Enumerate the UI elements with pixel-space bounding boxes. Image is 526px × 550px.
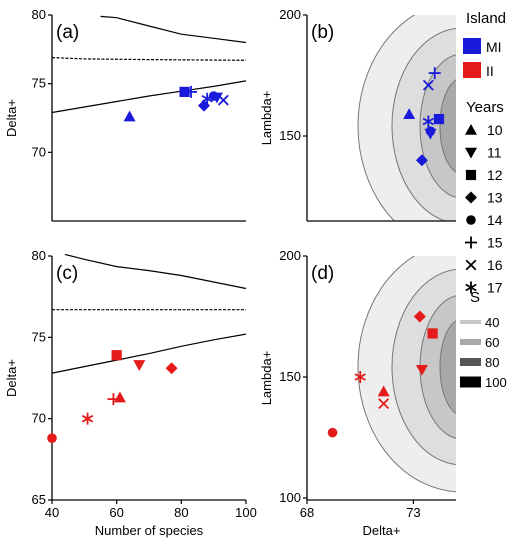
data-point-year-11 — [424, 128, 437, 140]
x-tick-label: 80 — [174, 505, 188, 520]
y-axis-label: Delta+ — [4, 99, 19, 137]
data-point-year-12 — [179, 86, 190, 98]
data-point-year-17 — [354, 371, 366, 383]
y-axis-label: Lambda+ — [259, 351, 274, 406]
x-tick-label: 40 — [45, 505, 59, 520]
x-axis-label: Number of species — [95, 523, 204, 538]
legend-year-label: 12 — [487, 167, 503, 183]
data-point-year-12 — [111, 350, 122, 361]
data-point-year-16 — [422, 79, 434, 91]
legend-symbol-13 — [465, 191, 477, 204]
x-tick-label: 60 — [109, 505, 123, 520]
legend-s-label: 60 — [485, 335, 499, 350]
data-point-year-10 — [113, 391, 126, 403]
data-point-year-13 — [165, 362, 178, 375]
data-point-year-15 — [428, 67, 441, 80]
y-axis-label: Delta+ — [4, 359, 19, 397]
legend-island-title: Island — [466, 10, 506, 27]
y-tick-label: 150 — [279, 128, 301, 143]
legend-symbol-10 — [465, 124, 477, 135]
data-point-year-12 — [427, 328, 438, 339]
panel-label: (d) — [311, 263, 334, 284]
funnel-upper-limit — [64, 253, 247, 290]
y-tick-label: 80 — [32, 7, 46, 22]
panel-c: 65 70 75 80 40 60 80 100 Delta+ Number of species… — [4, 248, 257, 538]
legend-swatch-MI — [463, 38, 481, 54]
x-tick-label: 68 — [300, 505, 314, 520]
y-tick-label: 65 — [32, 492, 46, 507]
legend-symbol-16 — [465, 259, 477, 271]
panel-label: (b) — [311, 22, 334, 43]
panel-b: 150 200 Lambda+ (b) — [259, 7, 456, 222]
data-point-year-17 — [81, 412, 94, 425]
legend-s-label: 80 — [485, 355, 499, 370]
ellipse-ring-4 — [439, 320, 456, 414]
x-tick-label: 100 — [235, 505, 257, 520]
data-point-year-14 — [327, 427, 338, 438]
legend-symbol-15 — [465, 236, 477, 249]
legend-year-label: 11 — [487, 145, 502, 161]
legend-year-label: 14 — [487, 212, 503, 228]
y-tick-label: 75 — [32, 76, 46, 91]
x-axis-label: Delta+ — [363, 523, 401, 538]
funnel-lower-limit — [51, 80, 247, 114]
legend-s-label: 40 — [485, 315, 499, 330]
funnel-mean-line — [51, 57, 247, 61]
legend-s-label: 100 — [485, 375, 507, 390]
legend-year-label: 15 — [487, 235, 503, 251]
legend-symbol-17 — [465, 281, 477, 294]
data-point-year-16 — [378, 398, 390, 410]
y-tick-label: 70 — [32, 144, 46, 159]
panel-label: (a) — [56, 22, 79, 43]
y-tick-label: 70 — [32, 411, 46, 426]
y-tick-label: 200 — [279, 7, 301, 22]
data-point-year-15 — [185, 85, 198, 98]
legend-year-label: 17 — [487, 280, 503, 296]
data-point-year-16 — [217, 94, 229, 106]
data-point-year-17 — [422, 115, 434, 128]
legend-years-title: Years — [466, 99, 504, 116]
data-point-year-13 — [413, 310, 426, 323]
y-axis-label: Lambda+ — [259, 91, 274, 146]
y-tick-label: 80 — [32, 248, 46, 263]
y-tick-label: 100 — [279, 490, 301, 505]
panel-label: (c) — [56, 263, 78, 284]
legend-swatch-II — [463, 62, 481, 78]
funnel-lower-limit — [51, 333, 247, 374]
legend-island-label: II — [486, 63, 494, 79]
ellipse-ring-4 — [439, 79, 456, 173]
data-point-year-13 — [415, 154, 428, 167]
y-tick-label: 75 — [32, 329, 46, 344]
legend-year-label: 16 — [487, 257, 503, 273]
legend-symbol-14 — [466, 215, 476, 225]
data-point-year-11 — [210, 92, 223, 104]
y-tick-label: 150 — [279, 369, 301, 384]
data-point-year-14 — [47, 433, 57, 443]
data-point-year-11 — [133, 360, 146, 371]
funnel-upper-limit — [100, 15, 247, 44]
ellipse-ring-2 — [391, 27, 456, 221]
data-point-year-12 — [433, 113, 445, 125]
legend-year-label: 13 — [487, 190, 503, 206]
data-point-year-11 — [415, 364, 428, 376]
legend: Island MI II Years 10 11 12 13 14 15 16 17 S 40 60 80 10… — [460, 10, 507, 390]
data-point-year-10 — [403, 108, 416, 120]
y-tick-label: 200 — [279, 248, 301, 263]
legend-island-label: MI — [486, 39, 502, 55]
panel-a: 70 75 80 Delta+ (a) — [4, 7, 247, 222]
x-tick-label: 73 — [406, 505, 420, 520]
legend-year-label: 10 — [487, 122, 503, 138]
panel-d: 100 150 200 68 73 Lambda+ Delta+ (d) — [259, 248, 456, 538]
data-point-year-10 — [123, 110, 136, 122]
legend-s-title: S — [470, 289, 480, 306]
legend-symbol-11 — [465, 147, 477, 159]
ellipse-ring-2 — [391, 268, 456, 466]
legend-symbol-12 — [465, 169, 477, 181]
data-point-year-10 — [377, 385, 390, 397]
